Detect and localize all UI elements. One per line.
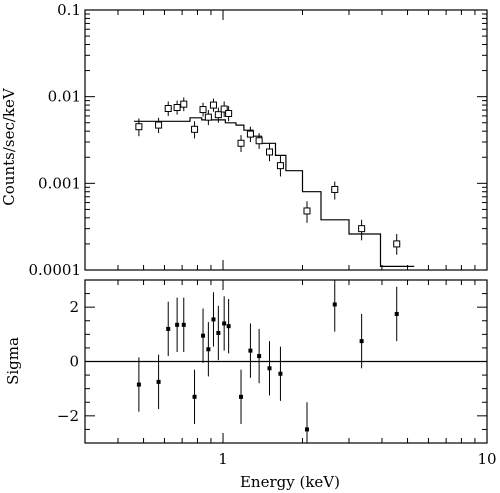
residual-y-tick-label: −2 bbox=[57, 407, 79, 425]
residual-data-point bbox=[359, 339, 364, 344]
spectrum-data-point bbox=[209, 101, 217, 109]
residual-data-point bbox=[226, 324, 231, 329]
residual-data-point bbox=[332, 302, 337, 307]
residual-data-point bbox=[206, 347, 211, 352]
spectrum-y-tick-label: 0.0001 bbox=[29, 261, 82, 279]
spectrum-data-point bbox=[204, 113, 212, 121]
spectrum-data-point bbox=[173, 103, 181, 111]
spectrum-data-point bbox=[180, 100, 188, 108]
spectrum-data-point bbox=[255, 137, 263, 145]
residual-data-point bbox=[278, 371, 283, 376]
residual-data-point bbox=[222, 321, 227, 326]
spectrum-data-point bbox=[331, 185, 339, 193]
residual-data-point bbox=[216, 330, 221, 335]
residual-data-point bbox=[181, 322, 186, 327]
model-step-line bbox=[134, 117, 415, 267]
spectrum-data-point bbox=[225, 109, 233, 117]
residual-data-point bbox=[192, 394, 197, 399]
residual-data-point bbox=[136, 382, 141, 387]
spectrum-data-point bbox=[214, 111, 222, 119]
spectrum-data-point bbox=[276, 162, 284, 170]
spectrum-data-point bbox=[155, 121, 163, 129]
spectrum-panel: 0.1 0.01 0.001 0.0001 bbox=[29, 1, 488, 279]
residual-data-point bbox=[394, 311, 399, 316]
spectrum-data-point bbox=[199, 106, 207, 114]
residual-y-tick-label: 2 bbox=[69, 298, 79, 316]
spectrum-plot-frame bbox=[84, 9, 488, 271]
spectrum-data-point bbox=[393, 240, 401, 248]
x-tick-label: 1 bbox=[218, 450, 228, 468]
residual-data-point bbox=[201, 333, 206, 338]
spectrum-y-tick-label: 0.01 bbox=[48, 88, 81, 106]
residual-y-tick-label: 0 bbox=[69, 353, 79, 371]
spectrum-data-point bbox=[358, 225, 366, 233]
residual-data-point bbox=[267, 366, 272, 371]
residual-data-point bbox=[211, 317, 216, 322]
spectrum-data-point bbox=[135, 123, 143, 131]
spectrum-data-point bbox=[164, 105, 172, 113]
spectrum-data-point bbox=[303, 207, 311, 215]
spectrum-y-axis-title: Counts/sec/keV bbox=[0, 87, 18, 206]
residual-data-point bbox=[166, 326, 171, 331]
energy-x-axis-title: Energy (keV) bbox=[240, 473, 340, 491]
spectrum-data-point bbox=[246, 130, 254, 138]
spectrum-y-tick-label: 0.001 bbox=[38, 174, 81, 192]
residual-y-axis-title: Sigma bbox=[4, 337, 22, 385]
residual-data-point bbox=[257, 354, 262, 359]
residual-data-point bbox=[248, 348, 253, 353]
residual-data-point bbox=[156, 379, 161, 384]
residual-data-point bbox=[239, 394, 244, 399]
spectrum-data-point bbox=[220, 105, 228, 113]
spectrum-data-point bbox=[191, 125, 199, 133]
spectrum-y-tick-label: 0.1 bbox=[57, 1, 81, 19]
residual-data-point bbox=[304, 427, 309, 432]
spectrum-data-point bbox=[266, 148, 274, 156]
residual-data-point bbox=[175, 322, 180, 327]
x-tick-label: 10 bbox=[477, 450, 496, 468]
residual-panel: 2 0 −2 1 10 bbox=[57, 279, 497, 468]
spectrum-data-point bbox=[237, 139, 245, 147]
